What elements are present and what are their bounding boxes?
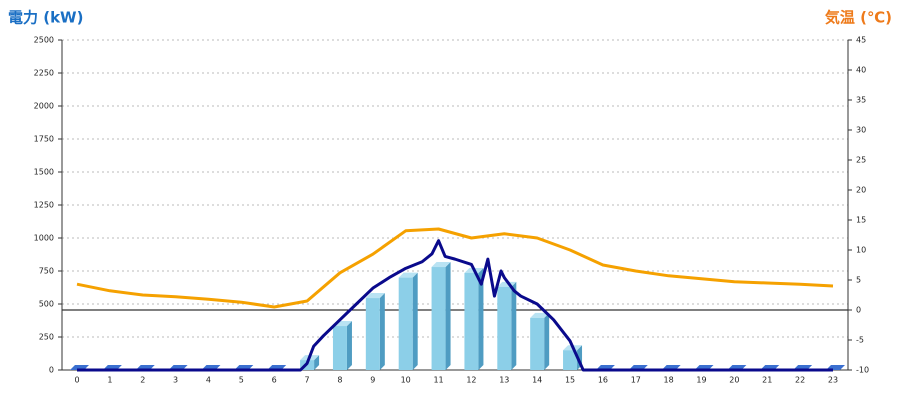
y-tick-label: 1500	[34, 168, 54, 177]
bar	[464, 267, 484, 370]
y2-tick-label: -5	[856, 336, 864, 345]
x-tick-label: 14	[532, 376, 542, 385]
y-tick-label: 0	[49, 366, 54, 375]
x-tick-label: 15	[565, 376, 575, 385]
x-tick-label: 6	[272, 376, 277, 385]
bar-side	[544, 312, 550, 370]
y-tick-label: 2000	[34, 102, 54, 111]
x-tick-label: 19	[696, 376, 706, 385]
bar-front	[332, 326, 347, 370]
y-tick-label: 750	[39, 267, 54, 276]
x-tick-label: 17	[631, 376, 641, 385]
y2-tick-label: 15	[856, 216, 866, 225]
bar-top	[431, 262, 451, 268]
y2-tick-label: 45	[856, 36, 866, 45]
bar-front	[464, 272, 479, 370]
x-tick-label: 18	[664, 376, 674, 385]
bar-top	[398, 272, 418, 278]
x-tick-label: 11	[433, 376, 443, 385]
bar-front	[563, 350, 578, 370]
bar-side	[412, 272, 418, 370]
bar	[365, 293, 385, 370]
y-tick-label: 1750	[34, 135, 54, 144]
x-tick-label: 21	[762, 376, 772, 385]
y2-tick-label: 35	[856, 96, 866, 105]
x-tick-label: 3	[173, 376, 178, 385]
bar	[530, 312, 550, 370]
bar-side	[346, 321, 352, 370]
bar-front	[365, 298, 380, 370]
x-tick-label: 9	[370, 376, 375, 385]
x-tick-label: 1	[107, 376, 112, 385]
x-tick-label: 23	[828, 376, 838, 385]
x-tick-label: 12	[466, 376, 476, 385]
x-tick-label: 13	[499, 376, 509, 385]
y-axis-title: 電力 (kW)	[8, 9, 83, 27]
bar-front	[398, 277, 413, 370]
y-tick-label: 1000	[34, 234, 54, 243]
x-tick-label: 2	[140, 376, 145, 385]
bar-side	[511, 281, 517, 370]
bar	[398, 272, 418, 370]
x-tick-label: 4	[206, 376, 211, 385]
y-tick-label: 2500	[34, 36, 54, 45]
bar	[497, 281, 517, 370]
bar-side	[445, 262, 451, 370]
x-tick-label: 20	[729, 376, 739, 385]
bar	[431, 262, 451, 370]
bar-side	[314, 355, 320, 370]
y2-tick-label: 40	[856, 66, 866, 75]
y2-tick-label: 10	[856, 246, 866, 255]
x-tick-label: 0	[74, 376, 79, 385]
x-tick-label: 10	[401, 376, 411, 385]
x-tick-label: 22	[795, 376, 805, 385]
x-tick-label: 7	[305, 376, 310, 385]
x-tick-label: 8	[337, 376, 342, 385]
y2-tick-label: 0	[856, 306, 861, 315]
y2-axis-title: 気温 (℃)	[825, 9, 892, 27]
y2-tick-label: 25	[856, 156, 866, 165]
y2-tick-label: 5	[856, 276, 861, 285]
y-tick-label: 2250	[34, 69, 54, 78]
y2-tick-label: -10	[856, 366, 869, 375]
bar-side	[478, 267, 484, 370]
y2-tick-label: 30	[856, 126, 866, 135]
y2-tick-label: 20	[856, 186, 866, 195]
line	[77, 239, 833, 372]
bar-front	[497, 286, 512, 370]
y-tick-label: 1250	[34, 201, 54, 210]
bar-side	[379, 293, 385, 370]
bar-top	[530, 312, 550, 318]
x-tick-label: 5	[239, 376, 244, 385]
bar-top	[365, 293, 385, 299]
y-tick-label: 250	[39, 333, 54, 342]
bar-front	[431, 267, 446, 370]
bar-front	[530, 317, 545, 370]
line	[76, 227, 834, 309]
y-tick-label: 500	[39, 300, 54, 309]
bar	[332, 321, 352, 370]
x-tick-label: 16	[598, 376, 608, 385]
